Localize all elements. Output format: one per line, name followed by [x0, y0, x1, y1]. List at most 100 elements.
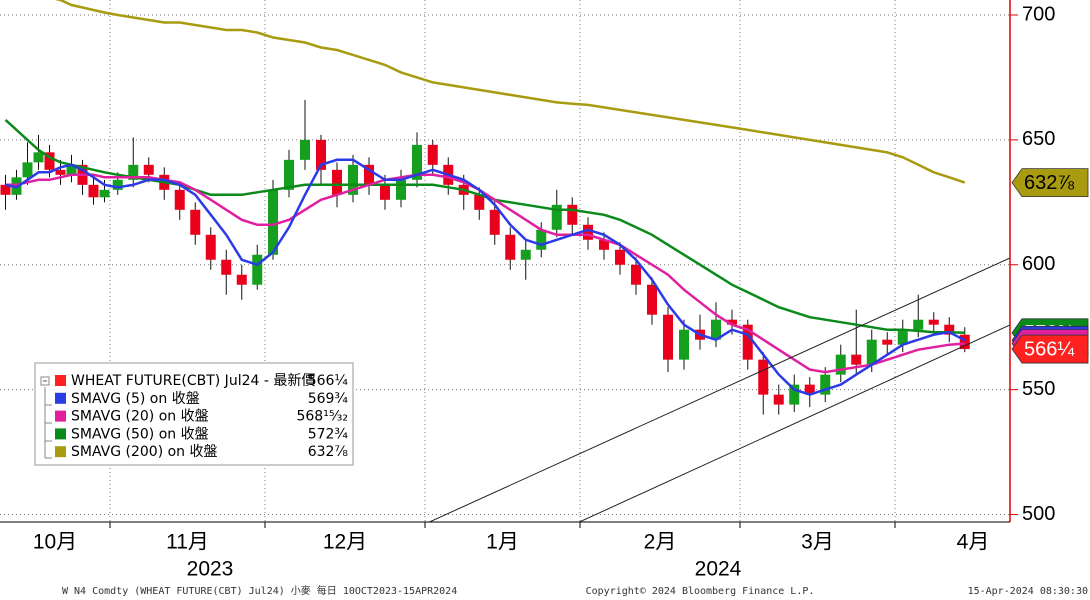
candle-body	[679, 329, 689, 360]
candle-body	[427, 144, 438, 165]
legend-value: 632⅞	[308, 444, 349, 460]
candle-body	[33, 152, 44, 163]
candle-body	[505, 234, 516, 260]
candle-body	[268, 189, 278, 255]
x-tick-label: 2月	[644, 531, 677, 554]
x-tick-label: 3月	[801, 531, 834, 554]
candle-body	[128, 164, 139, 180]
candle-body	[221, 259, 232, 275]
x-tick-label: 4月	[957, 531, 990, 554]
legend-label: SMAVG (5) on 收盤	[71, 391, 200, 407]
candle-body	[851, 354, 862, 365]
candle-body	[820, 374, 831, 395]
candle-body	[88, 184, 99, 198]
ma-line	[54, 0, 966, 184]
candle-body	[742, 324, 753, 360]
year-label: 2023	[187, 558, 234, 581]
candle-body	[205, 234, 216, 260]
candle-body	[631, 264, 641, 285]
legend-tree	[44, 387, 52, 459]
candle-body	[773, 394, 784, 405]
legend-swatch	[55, 375, 66, 386]
y-tick-label: 650	[1022, 128, 1055, 150]
candle-body	[380, 184, 390, 200]
price-tag-label: 566¼	[1024, 338, 1074, 360]
candle-body	[112, 179, 123, 190]
candle-body	[364, 164, 374, 185]
candle-body	[913, 319, 924, 330]
candle-body	[789, 384, 800, 405]
candle-body	[55, 169, 66, 175]
candle-body	[99, 189, 110, 198]
ma-line	[5, 158, 966, 396]
footer-right: 15-Apr-2024 08:30:30	[968, 586, 1088, 597]
legend-box	[34, 362, 354, 466]
candle-body	[66, 164, 77, 175]
candle-body	[804, 384, 815, 395]
candle-body	[583, 224, 593, 240]
ma-line	[5, 173, 965, 374]
y-tick-label: 550	[1022, 378, 1055, 400]
candle-body	[711, 319, 721, 340]
legend-value: 568¹⁵⁄₃₂	[296, 409, 348, 425]
candle-body	[236, 274, 247, 285]
candle-body	[174, 189, 185, 210]
legend-swatch	[55, 428, 66, 440]
footer-center: Copyright© 2024 Bloomberg Finance L.P.	[586, 586, 815, 597]
candle-body	[866, 339, 877, 365]
candle-body	[143, 164, 154, 175]
year-label: 2024	[695, 558, 742, 581]
footer-left: W N4 Comdty (WHEAT FUTURE(CBT) Jul24) 小麥…	[62, 584, 457, 597]
legend-label: SMAVG (50) on 收盤	[71, 426, 209, 442]
legend-swatch	[55, 446, 66, 458]
x-tick-label: 10月	[33, 531, 77, 554]
candle-body	[474, 194, 485, 210]
legend-label: WHEAT FUTURE(CBT) Jul24 - 最新價	[71, 372, 315, 389]
price-tag-label: 632⅞	[1024, 172, 1074, 194]
candle-body	[599, 239, 609, 250]
candle-body	[332, 169, 342, 195]
legend-label: SMAVG (200) on 收盤	[71, 444, 218, 460]
candle-body	[882, 339, 893, 345]
candle-body	[190, 209, 201, 235]
candle-body	[22, 162, 33, 178]
candle-body	[897, 329, 908, 345]
legend-label: SMAVG (20) on 收盤	[71, 409, 209, 425]
price-tag	[1011, 334, 1089, 364]
x-tick-label: 1月	[486, 531, 519, 554]
candle-body	[835, 354, 846, 375]
legend-value: 566¼	[308, 373, 349, 389]
legend-value: 572¾	[308, 426, 349, 442]
candle-body	[663, 314, 673, 360]
x-tick-label: 12月	[323, 531, 367, 554]
candle-body	[567, 204, 578, 225]
candle-body	[284, 159, 294, 190]
price-tag	[1011, 168, 1089, 198]
axis: 500 550 600 650 700 10月 11月 12月 1月 2月 3月 4月 2023 2024	[33, 3, 1056, 580]
y-tick-label: 700	[1022, 3, 1055, 25]
candle-body	[727, 319, 737, 325]
channel	[428, 257, 1010, 522]
candle-body	[396, 179, 406, 200]
ma-line	[4, 118, 965, 335]
candle-body	[758, 359, 769, 395]
legend-swatch	[55, 410, 66, 422]
candle-body	[0, 184, 11, 195]
candle-body	[944, 324, 955, 335]
candle-body	[316, 139, 326, 170]
candle-body	[551, 204, 562, 230]
plot-area	[0, 0, 970, 415]
candle-body	[536, 229, 547, 250]
candle-body	[520, 249, 531, 260]
y-tick-label: 500	[1022, 503, 1055, 525]
legend-value: 569¾	[308, 391, 349, 407]
candle-body	[44, 152, 55, 170]
candle-body	[252, 254, 263, 285]
candle-body	[928, 319, 939, 325]
x-tick-label: 11月	[166, 531, 209, 554]
candle-body	[959, 334, 970, 350]
trend-line	[428, 257, 1010, 522]
